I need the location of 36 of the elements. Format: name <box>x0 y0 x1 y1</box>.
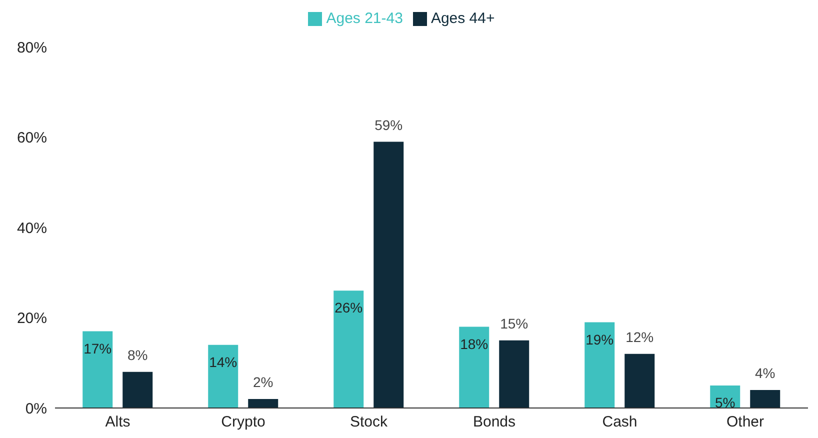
y-tick-label: 60% <box>16 130 47 147</box>
x-tick-label: Other <box>726 414 764 431</box>
data-label: 15% <box>500 315 528 332</box>
y-tick-label: 80% <box>16 39 47 56</box>
y-tick-label: 20% <box>16 310 47 328</box>
x-tick-label: Crypto <box>221 414 266 431</box>
bar <box>334 290 364 408</box>
data-label: 59% <box>374 116 403 133</box>
data-label: 12% <box>626 328 654 345</box>
data-label: 19% <box>586 331 614 348</box>
legend-label: Ages 44+ <box>430 10 495 27</box>
bar <box>584 322 615 408</box>
bar <box>624 354 655 408</box>
data-label: 4% <box>754 364 776 381</box>
x-tick-label: Cash <box>602 414 638 431</box>
data-label: 17% <box>84 340 112 356</box>
data-label: 8% <box>127 346 148 363</box>
data-label: 14% <box>209 354 238 370</box>
y-tick-label: 0% <box>25 400 47 418</box>
data-label: 18% <box>460 336 488 352</box>
bar <box>248 398 278 408</box>
bar <box>82 331 113 408</box>
data-label: 5% <box>714 394 736 410</box>
data-label: 26% <box>334 300 363 316</box>
bar <box>122 372 153 408</box>
bar <box>374 142 404 408</box>
bar <box>499 340 530 408</box>
legend-label: Ages 21-43 <box>326 10 403 27</box>
x-tick-label: Alts <box>105 414 130 431</box>
x-tick-label: Bonds <box>472 414 516 431</box>
bar <box>750 390 780 408</box>
x-tick-label: Stock <box>350 414 388 431</box>
bar <box>459 326 490 408</box>
data-label: 2% <box>252 374 274 390</box>
y-tick-label: 40% <box>16 220 47 237</box>
bar <box>208 344 238 408</box>
